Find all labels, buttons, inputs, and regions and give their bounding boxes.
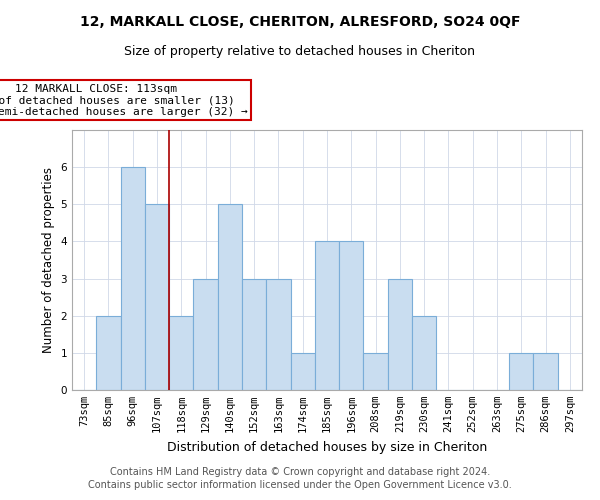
Bar [315,242,339,390]
Bar [96,316,121,390]
Bar [266,278,290,390]
Bar [218,204,242,390]
Bar [412,316,436,390]
X-axis label: Distribution of detached houses by size in Cheriton: Distribution of detached houses by size … [167,440,487,454]
Bar [242,278,266,390]
Bar [364,353,388,390]
Y-axis label: Number of detached properties: Number of detached properties [42,167,55,353]
Bar [339,242,364,390]
Bar [290,353,315,390]
Bar [533,353,558,390]
Bar [121,167,145,390]
Bar [193,278,218,390]
Bar [509,353,533,390]
Text: Size of property relative to detached houses in Cheriton: Size of property relative to detached ho… [125,45,476,58]
Bar [169,316,193,390]
Bar [145,204,169,390]
Text: 12 MARKALL CLOSE: 113sqm
← 28% of detached houses are smaller (13)
70% of semi-d: 12 MARKALL CLOSE: 113sqm ← 28% of detach… [0,84,248,117]
Text: Contains HM Land Registry data © Crown copyright and database right 2024.
Contai: Contains HM Land Registry data © Crown c… [88,467,512,490]
Text: 12, MARKALL CLOSE, CHERITON, ALRESFORD, SO24 0QF: 12, MARKALL CLOSE, CHERITON, ALRESFORD, … [80,15,520,29]
Bar [388,278,412,390]
